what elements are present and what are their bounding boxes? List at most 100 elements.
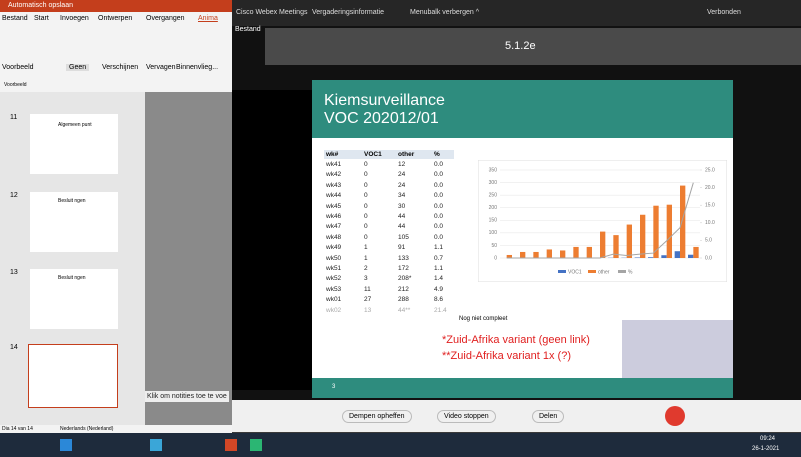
y2-tick-label: 10.0 bbox=[705, 220, 715, 226]
note: Nog niet compleet bbox=[459, 316, 507, 322]
table-cell: 288 bbox=[398, 296, 409, 303]
video-button[interactable]: Video stoppen bbox=[437, 410, 496, 423]
text-line: **Zuid-Afrika variant 1x (?) bbox=[442, 348, 590, 364]
menu[interactable]: Vergaderingsinformatie bbox=[312, 9, 384, 16]
y-tick-label: 50 bbox=[491, 243, 497, 249]
text-line: Kiemsurveillance bbox=[324, 92, 445, 110]
slide-number: 11 bbox=[10, 114, 17, 121]
bar bbox=[635, 257, 640, 258]
tab[interactable]: Anima bbox=[198, 15, 218, 22]
notes[interactable]: Klik om notities toe te voe bbox=[145, 391, 229, 402]
text-line: VOC 202012/01 bbox=[324, 110, 445, 128]
tab[interactable]: Start bbox=[34, 15, 49, 22]
bar bbox=[648, 257, 653, 258]
app-icon[interactable] bbox=[150, 439, 162, 451]
date: 26-1-2021 bbox=[752, 446, 779, 452]
table-cell: 0.0 bbox=[434, 203, 443, 210]
table-cell: wk45 bbox=[326, 203, 341, 210]
y2-tick-label: 25.0 bbox=[705, 167, 715, 173]
leave-button[interactable] bbox=[665, 406, 685, 426]
y2-tick-label: 5.0 bbox=[705, 238, 712, 244]
thumbnail[interactable]: Besluit ngen bbox=[30, 269, 118, 329]
table-cell: 3 bbox=[364, 275, 368, 282]
status: Nederlands (Nederland) bbox=[60, 426, 113, 432]
chart: 0501001502002503003500.05.010.015.020.02… bbox=[478, 160, 727, 282]
thumbnail[interactable] bbox=[28, 344, 118, 408]
table-cell: wk01 bbox=[326, 296, 341, 303]
y-tick-label: 200 bbox=[489, 205, 498, 211]
table-cell: 21.4 bbox=[434, 307, 447, 314]
table-cell: 0 bbox=[364, 182, 368, 189]
table-cell: 0 bbox=[364, 192, 368, 199]
image bbox=[622, 320, 733, 378]
table-cell: 11 bbox=[364, 286, 371, 293]
ribbon-button[interactable]: Verschijnen bbox=[102, 64, 138, 71]
group-label: Voorbeeld bbox=[4, 82, 27, 88]
autosave[interactable]: Automatisch opslaan bbox=[8, 2, 73, 9]
y-tick-label: 300 bbox=[489, 180, 498, 186]
table-cell: 24 bbox=[398, 182, 405, 189]
footnotes: *Zuid-Afrika variant (geen link)**Zuid-A… bbox=[442, 332, 590, 364]
thumbnail[interactable]: Algemeen punt bbox=[30, 114, 118, 174]
menu[interactable]: Menubalk verbergen ^ bbox=[410, 9, 479, 16]
legend-swatch bbox=[588, 270, 596, 273]
ribbon-button[interactable]: Binnenvlieg... bbox=[176, 64, 218, 71]
table-cell: 1.1 bbox=[434, 265, 443, 272]
tab[interactable]: Overgangen bbox=[146, 15, 185, 22]
app-name: Cisco Webex Meetings bbox=[236, 9, 307, 16]
table-cell: wk44 bbox=[326, 192, 341, 199]
y2-tick-label: 20.0 bbox=[705, 185, 715, 191]
meeting-controls: Dempen opheffen Video stoppen Delen bbox=[232, 400, 801, 432]
legend-swatch bbox=[618, 270, 626, 273]
table-cell: 0 bbox=[364, 203, 368, 210]
table-cell: VOC1 bbox=[364, 151, 382, 158]
ribbon-button[interactable]: Geen bbox=[66, 64, 89, 71]
tab[interactable]: Invoegen bbox=[60, 15, 89, 22]
share-button[interactable]: Delen bbox=[532, 410, 564, 423]
bar bbox=[627, 225, 632, 258]
y2-tick-label: 15.0 bbox=[705, 203, 715, 209]
table-cell: wk46 bbox=[326, 213, 341, 220]
slide-number: 12 bbox=[10, 192, 18, 199]
app-icon[interactable] bbox=[225, 439, 237, 451]
table-cell: 0.7 bbox=[434, 255, 443, 262]
table-cell: 0.0 bbox=[434, 223, 443, 230]
table-cell: 1.1 bbox=[434, 244, 443, 251]
ribbon-button[interactable]: Voorbeeld bbox=[2, 64, 34, 71]
screen: Automatisch opslaan Bestand Start Invoeg… bbox=[0, 0, 801, 457]
y-tick-label: 150 bbox=[489, 218, 498, 224]
legend-swatch bbox=[558, 270, 566, 273]
table-cell: 0.0 bbox=[434, 171, 443, 178]
table-cell: 0 bbox=[364, 213, 368, 220]
app-icon[interactable] bbox=[60, 439, 72, 451]
bar bbox=[533, 252, 538, 258]
menu[interactable]: Bestand bbox=[235, 26, 261, 33]
table-cell: wk50 bbox=[326, 255, 341, 262]
tab[interactable]: Bestand bbox=[2, 15, 28, 22]
table-cell: 212 bbox=[398, 286, 409, 293]
table-cell: 133 bbox=[398, 255, 409, 262]
tab[interactable]: Ontwerpen bbox=[98, 15, 132, 22]
app-icon[interactable] bbox=[250, 439, 262, 451]
table-cell: wk47 bbox=[326, 223, 341, 230]
presenter: 5.1.2e bbox=[505, 40, 536, 52]
webex-bar: Cisco Webex Meetings Vergaderingsinforma… bbox=[232, 0, 801, 26]
mute-button[interactable]: Dempen opheffen bbox=[342, 410, 412, 423]
table-cell: 0 bbox=[364, 223, 368, 230]
slide-header: KiemsurveillanceVOC 202012/01 bbox=[312, 80, 733, 138]
table-cell: wk49 bbox=[326, 244, 341, 251]
table-cell: 0 bbox=[364, 171, 368, 178]
ribbon-button[interactable]: Vervagen bbox=[146, 64, 176, 71]
bar bbox=[667, 205, 672, 258]
table-cell: wk# bbox=[326, 151, 338, 158]
table-cell: 0.0 bbox=[434, 182, 443, 189]
table-cell: 13 bbox=[364, 307, 371, 314]
table-cell: 27 bbox=[364, 296, 371, 303]
bar bbox=[693, 247, 698, 258]
table-cell: 105 bbox=[398, 234, 409, 241]
table-cell: 0.0 bbox=[434, 161, 443, 168]
thumbnail[interactable]: Besluit ngen bbox=[30, 192, 118, 252]
